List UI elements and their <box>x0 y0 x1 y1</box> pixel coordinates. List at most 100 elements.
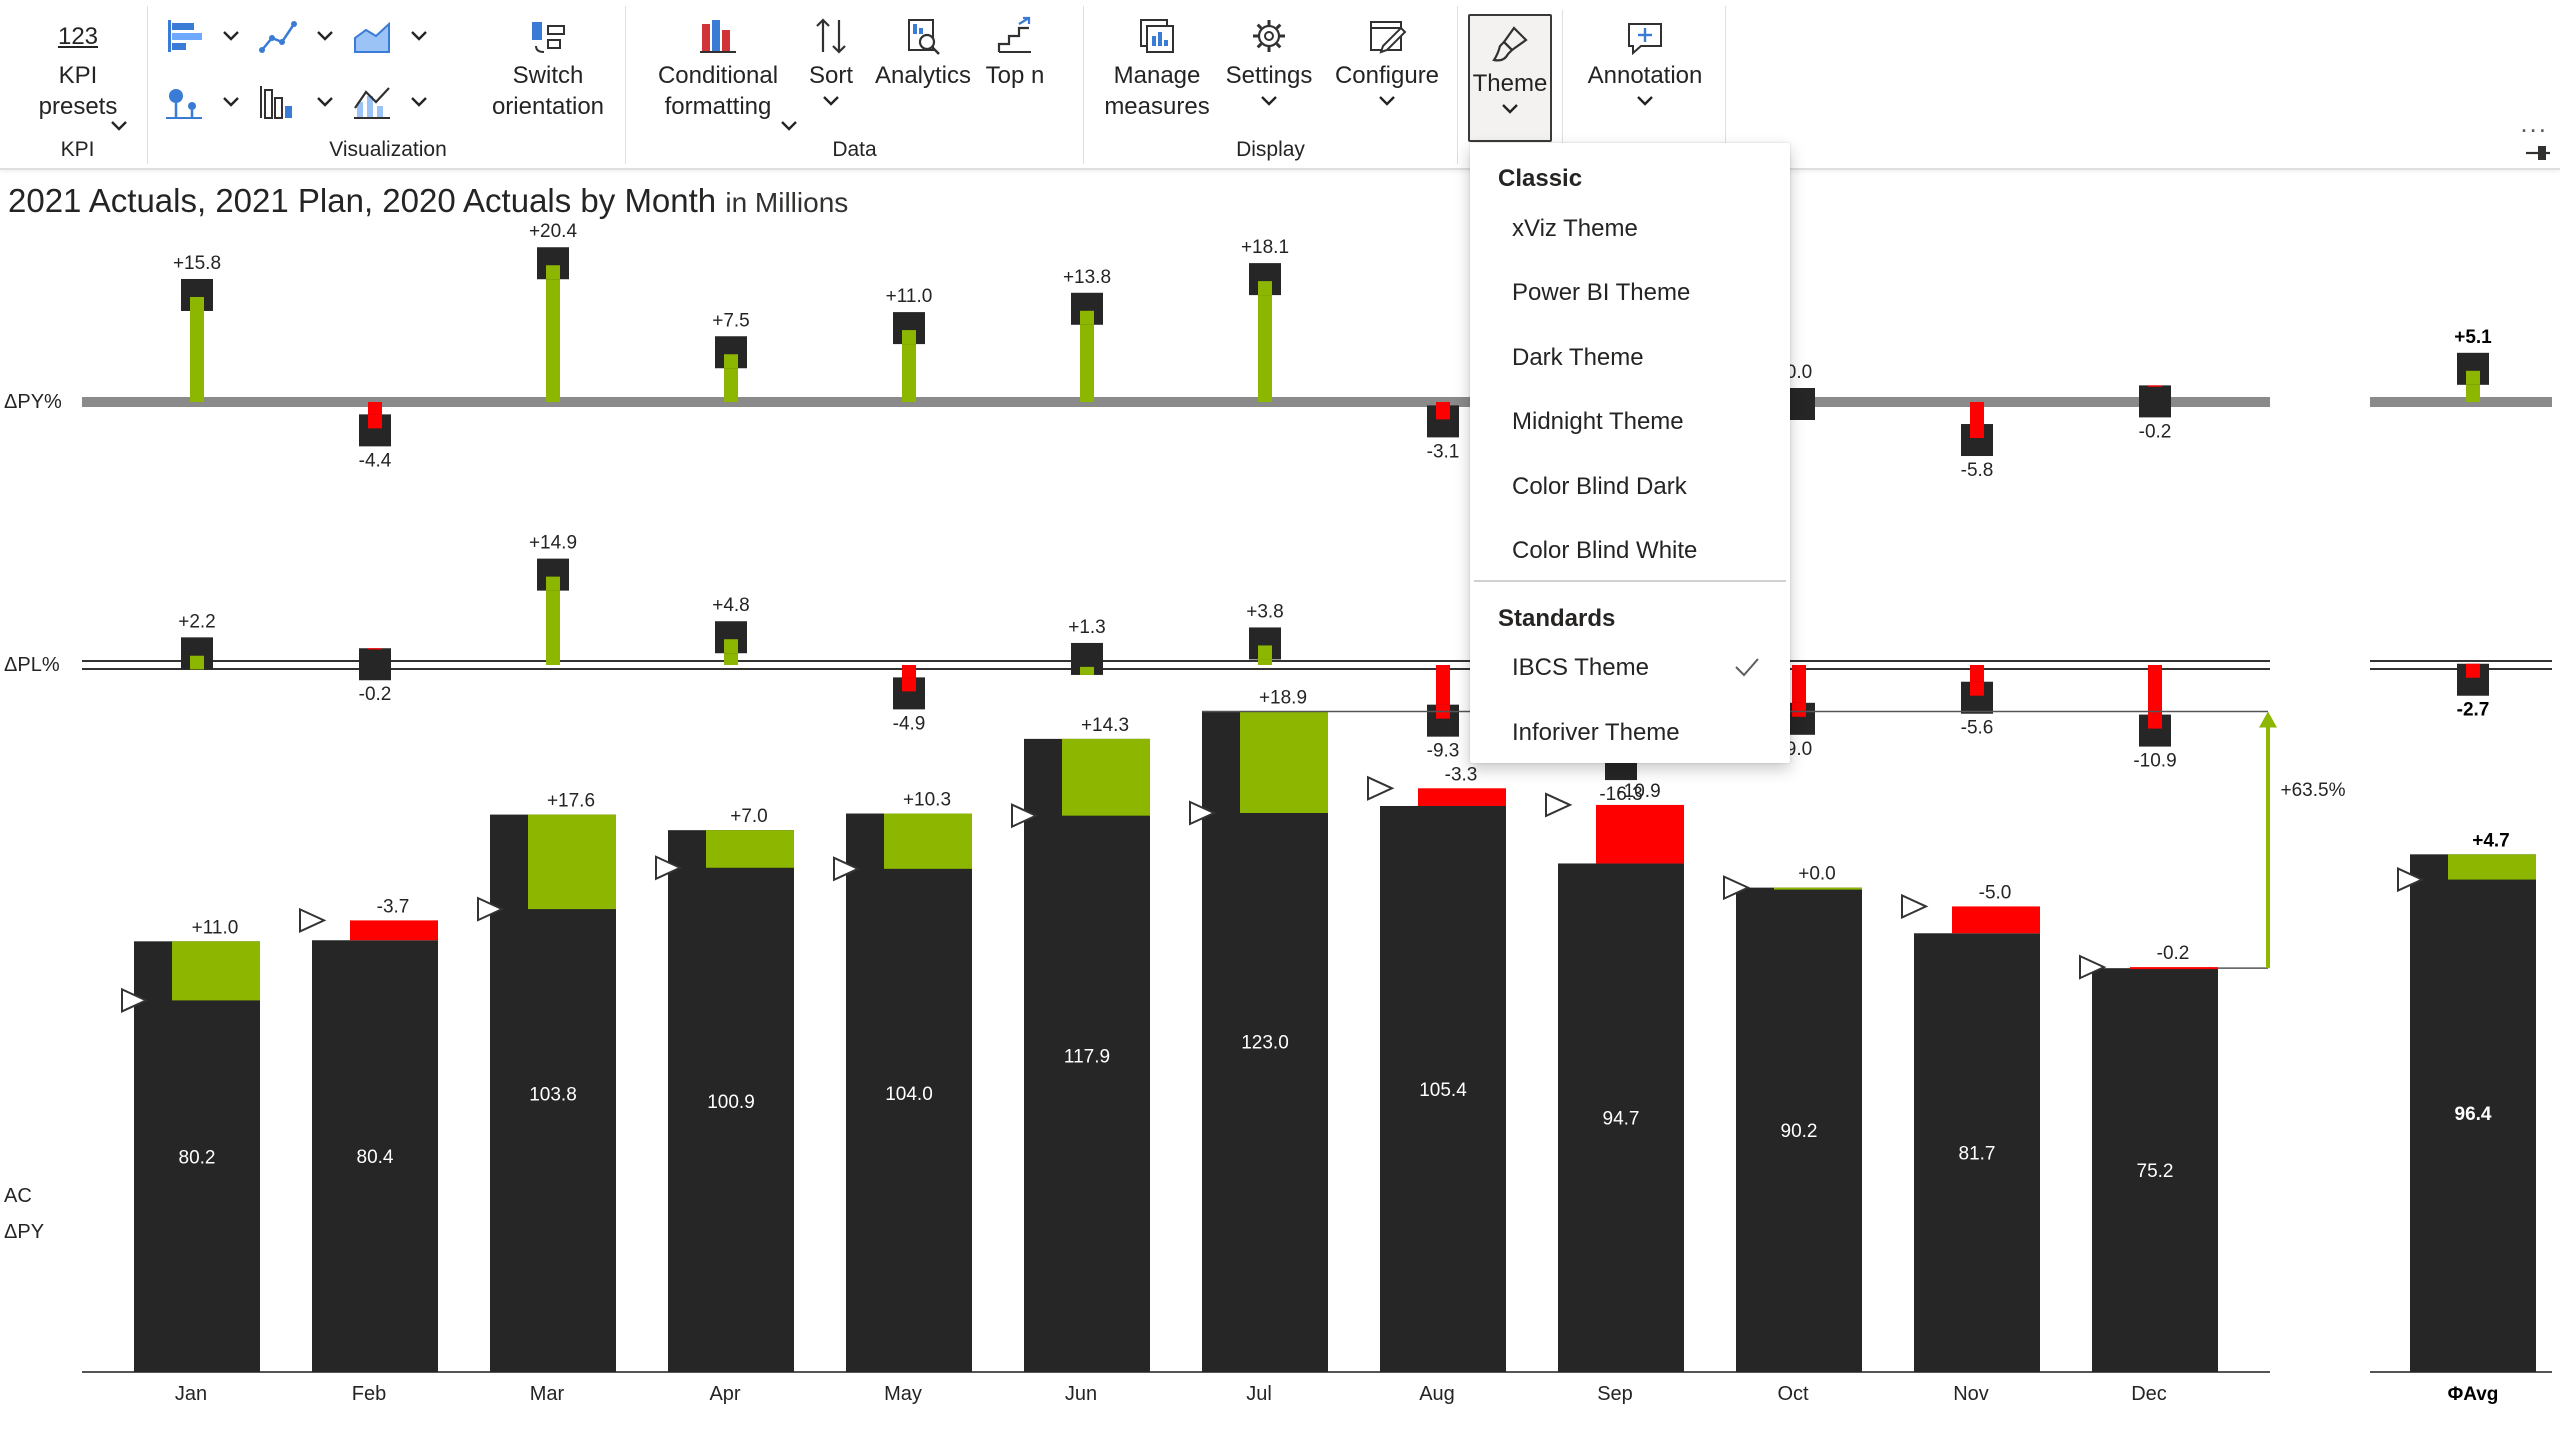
chart-title-unit: in Millions <box>725 187 849 218</box>
data-group: Conditional formatting Sort Analytics To… <box>626 6 1084 164</box>
bar-sep-delta-bar <box>1596 804 1684 864</box>
dpl-pct-mar-marker-fill <box>546 576 560 591</box>
dpl-pct-apr-label: +4.8 <box>712 595 750 616</box>
kpi-presets-button[interactable]: 123 KPI presets <box>20 12 136 131</box>
bar-jul-ac-bar <box>1202 711 1328 1372</box>
dpy-pct-jul-marker-fill <box>1258 281 1272 296</box>
sort-arrows-icon <box>813 12 849 60</box>
dpl-pct-mar-stem <box>546 572 560 665</box>
bar-aug-ac-bar <box>1380 806 1506 1372</box>
chevron-down-icon <box>781 121 797 131</box>
bar-dec-delta-bar <box>2130 967 2218 970</box>
chevron-down-icon <box>411 97 427 107</box>
ibcs-variance-chart: ΔPY% ΔPL% AC ΔPY +15.8 -4.4 +20.4 +7.5 +11.0 +13.… <box>4 221 2552 1405</box>
manage-measures-button[interactable]: Manage measures <box>1092 12 1222 122</box>
dpy-pct-aug-marker-fill <box>1436 405 1450 420</box>
theme-option-dark[interactable]: Dark Theme <box>1512 344 1644 371</box>
combo-chart-icon <box>354 87 390 119</box>
bar-mar-delta-bar <box>528 814 616 910</box>
category-label-aug: Aug <box>1419 1383 1455 1405</box>
annotation-label: Annotation <box>1587 62 1703 89</box>
bar-jun-ac-bar <box>1024 738 1150 1372</box>
lollipop-chart-icon <box>166 89 202 119</box>
theme-option-midnight[interactable]: Midnight Theme <box>1512 408 1684 435</box>
dpl-pct-aug-label: -9.3 <box>1427 741 1460 762</box>
theme-option-ibcs[interactable]: IBCS Theme <box>1470 638 1790 698</box>
switch-orientation-button[interactable]: Switch orientation <box>472 12 624 122</box>
analytics-label: Analytics <box>874 62 972 89</box>
display-group-label: Display <box>1236 138 1305 161</box>
bar-may-py-marker <box>833 856 861 882</box>
theme-option-xviz[interactable]: xViz Theme <box>1512 215 1638 242</box>
column-chart-type-button[interactable] <box>258 84 334 120</box>
dpy-pct-jan-marker-fill <box>190 296 204 311</box>
dpy-pct-feb-marker-fill <box>368 414 382 429</box>
ribbon-toolbar: 123 KPI presets KPI <box>0 0 2560 170</box>
dpy-pct-nov-label: -5.8 <box>1961 460 1994 481</box>
pin-icon[interactable] <box>2524 142 2552 164</box>
dpy-pct-jun-label: +13.8 <box>1063 267 1111 288</box>
bar-may-delta-label: +10.3 <box>903 790 951 811</box>
configure-icon <box>1367 12 1407 60</box>
line-chart-type-button[interactable] <box>258 18 334 54</box>
theme-option-inforiver[interactable]: Inforiver Theme <box>1512 719 1680 746</box>
chevron-down-icon <box>411 31 427 41</box>
dpy-pct-apr-label: +7.5 <box>712 310 750 331</box>
dpl-pct-feb-marker-fill <box>368 648 382 650</box>
bar-sep-ac-label: 94.7 <box>1603 1109 1640 1130</box>
chevron-down-icon <box>111 121 127 131</box>
dpl-pct-feb-marker <box>359 648 391 681</box>
bar-nov-delta-label: -5.0 <box>1979 882 2012 903</box>
dpl-pct-jan-label: +2.2 <box>178 611 216 632</box>
bar-jan-ac-bar <box>134 941 260 1372</box>
chevron-down-icon <box>1379 96 1395 106</box>
chevron-down-icon <box>317 31 333 41</box>
more-options-button[interactable]: ... <box>2520 108 2548 138</box>
top-n-label: Top n <box>985 62 1045 89</box>
theme-button[interactable]: Theme <box>1468 14 1552 142</box>
theme-dropdown-menu: Classic xViz Theme Power BI Theme Dark T… <box>1470 143 1790 763</box>
conditional-formatting-button[interactable]: Conditional formatting <box>638 12 798 131</box>
theme-option-powerbi[interactable]: Power BI Theme <box>1512 279 1691 306</box>
theme-label: Theme <box>1472 70 1548 97</box>
standards-section-header: Standards <box>1498 605 1616 632</box>
theme-option-colorblind-dark[interactable]: Color Blind Dark <box>1512 473 1687 500</box>
bar-mar-delta-label: +17.6 <box>547 791 595 812</box>
top-n-button[interactable]: Top n <box>978 12 1052 91</box>
chevron-down-icon <box>1637 96 1653 106</box>
manage-measures-label: Manage measures <box>1104 62 1210 120</box>
configure-button[interactable]: Configure <box>1328 12 1446 113</box>
analytics-button[interactable]: Analytics <box>872 12 974 91</box>
bar-oct-ac-label: 90.2 <box>1781 1121 1818 1142</box>
bar-avg-ac-bar <box>2410 854 2536 1372</box>
row-label-ac: AC <box>4 1185 32 1207</box>
bar-chart-type-button[interactable] <box>164 18 240 54</box>
chevron-down-icon <box>1502 104 1518 114</box>
dpl-pct-dec-marker-fill <box>2148 714 2162 729</box>
visualization-group: Visualization <box>150 6 626 164</box>
theme-option-colorblind-white[interactable]: Color Blind White <box>1512 537 1698 564</box>
dpy-pct-jul-stem <box>1258 277 1272 402</box>
dpy-pct-may-stem <box>902 326 916 402</box>
settings-label: Settings <box>1225 62 1313 89</box>
sort-button[interactable]: Sort <box>800 12 862 113</box>
data-group-label: Data <box>832 138 877 161</box>
orientation-group: Switch orientation <box>470 6 626 164</box>
bar-apr-ac-label: 100.9 <box>707 1092 755 1113</box>
dpy-pct-jan-label: +15.8 <box>173 253 221 274</box>
category-label-oct: Oct <box>1777 1383 1809 1405</box>
dpl-pct-sep-label: -16.3 <box>1599 784 1642 805</box>
bar-sep-ac-bar <box>1558 863 1684 1372</box>
bar-sep-delta-label: -10.9 <box>1617 781 1660 802</box>
area-chart-type-button[interactable] <box>352 18 428 54</box>
bar-sep-py-marker <box>1545 792 1573 818</box>
settings-button[interactable]: Settings <box>1220 12 1318 113</box>
bar-aug-delta-bar <box>1418 788 1506 807</box>
category-label-feb: Feb <box>352 1383 386 1405</box>
lollipop-chart-type-button[interactable] <box>164 84 240 120</box>
annotation-button[interactable]: Annotation <box>1580 12 1710 113</box>
combo-chart-type-button[interactable] <box>352 84 428 120</box>
category-label-dec: Dec <box>2131 1383 2167 1405</box>
dpy-pct-dec-marker <box>2139 385 2171 418</box>
bar-jun-py-marker <box>1011 803 1039 829</box>
